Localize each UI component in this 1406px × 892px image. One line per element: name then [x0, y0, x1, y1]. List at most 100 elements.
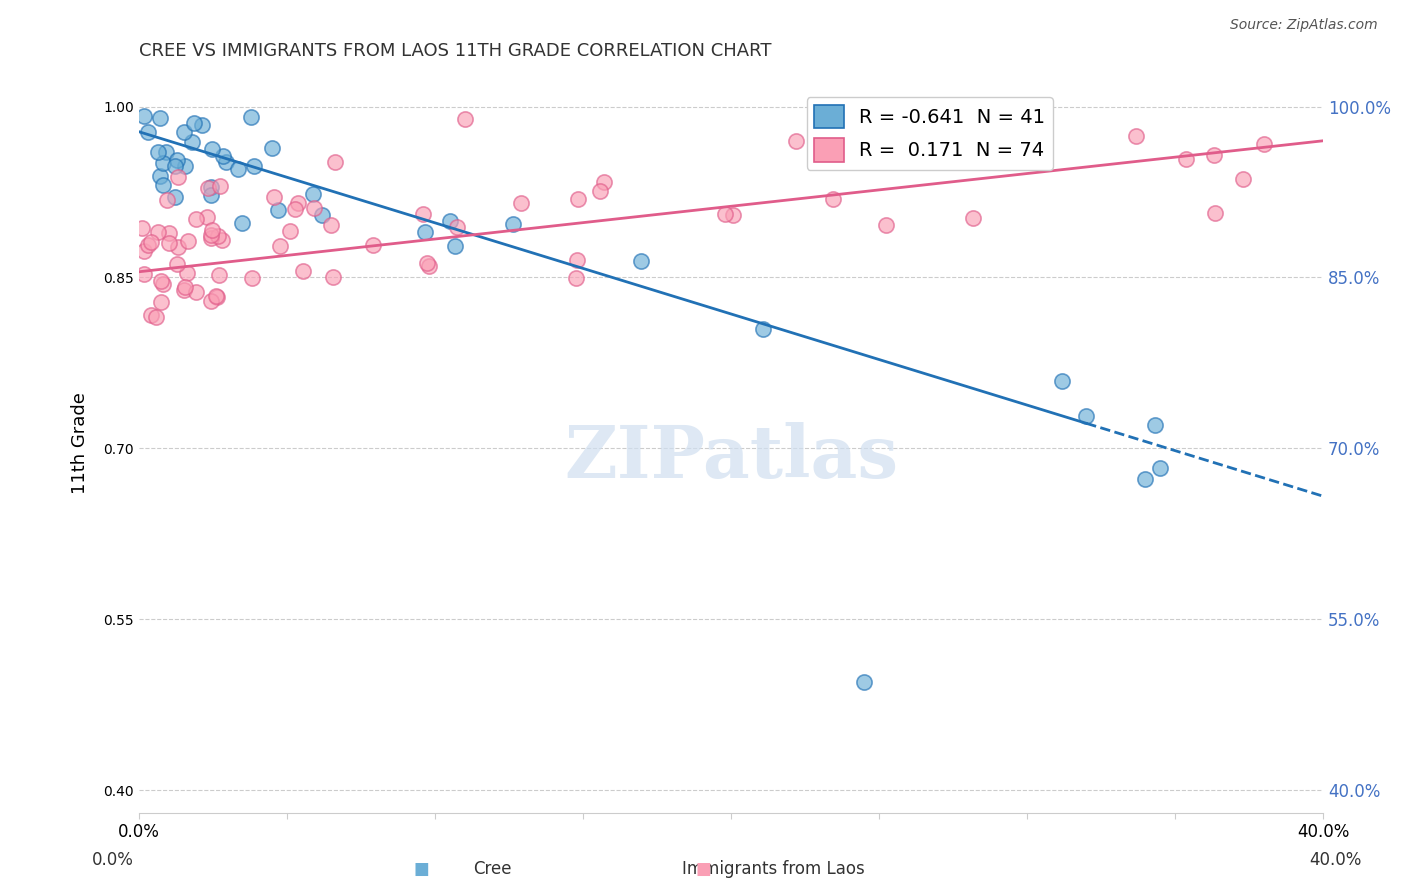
Cree	[173, 125, 195, 139]
Cree	[413, 225, 436, 239]
Immigrants from Laos	[200, 231, 222, 245]
Cree	[240, 110, 263, 124]
Text: 0.0%: 0.0%	[91, 851, 134, 869]
Immigrants from Laos	[564, 271, 586, 285]
Immigrants from Laos	[139, 309, 162, 323]
Immigrants from Laos	[200, 227, 222, 242]
Immigrants from Laos	[418, 259, 440, 273]
Cree	[166, 153, 188, 167]
Immigrants from Laos	[592, 175, 614, 189]
Immigrants from Laos	[322, 270, 344, 285]
Cree	[215, 155, 238, 169]
Cree	[149, 111, 172, 125]
Immigrants from Laos	[208, 268, 231, 282]
Immigrants from Laos	[291, 264, 314, 278]
Immigrants from Laos	[177, 234, 200, 248]
Text: ■: ■	[413, 860, 430, 878]
Immigrants from Laos	[713, 207, 735, 221]
Cree	[630, 254, 652, 268]
Cree	[502, 217, 524, 231]
Immigrants from Laos	[1125, 129, 1147, 144]
Cree	[200, 180, 222, 194]
Immigrants from Laos	[361, 237, 384, 252]
Immigrants from Laos	[785, 134, 807, 148]
Cree	[1133, 472, 1156, 486]
Immigrants from Laos	[150, 294, 173, 309]
Cree	[200, 188, 222, 202]
Cree	[311, 209, 333, 223]
Immigrants from Laos	[146, 225, 169, 239]
Cree	[1143, 417, 1166, 432]
Cree	[212, 148, 235, 162]
Cree	[180, 135, 202, 149]
Cree	[439, 214, 461, 228]
Immigrants from Laos	[287, 195, 309, 210]
Cree	[138, 125, 160, 139]
Cree	[165, 159, 187, 173]
Cree	[183, 116, 205, 130]
Immigrants from Laos	[1174, 152, 1197, 166]
Immigrants from Laos	[412, 207, 434, 221]
Immigrants from Laos	[1204, 148, 1226, 162]
Immigrants from Laos	[166, 257, 188, 271]
Cree	[301, 186, 323, 201]
Immigrants from Laos	[167, 169, 190, 184]
Immigrants from Laos	[152, 277, 174, 291]
Immigrants from Laos	[821, 192, 844, 206]
Immigrants from Laos	[200, 294, 222, 309]
Legend: R = -0.641  N = 41, R =  0.171  N = 74: R = -0.641 N = 41, R = 0.171 N = 74	[807, 97, 1053, 169]
Immigrants from Laos	[263, 190, 285, 204]
Immigrants from Laos	[278, 224, 301, 238]
Cree	[262, 141, 284, 155]
Immigrants from Laos	[134, 244, 156, 259]
Text: ■: ■	[695, 860, 711, 878]
Cree	[201, 141, 224, 155]
Immigrants from Laos	[416, 256, 439, 270]
Immigrants from Laos	[208, 179, 231, 194]
Immigrants from Laos	[195, 210, 218, 224]
Cree	[152, 178, 174, 192]
Immigrants from Laos	[204, 288, 226, 302]
Immigrants from Laos	[131, 221, 153, 235]
Immigrants from Laos	[242, 270, 264, 285]
Immigrants from Laos	[269, 239, 291, 253]
Text: Immigrants from Laos: Immigrants from Laos	[682, 860, 865, 878]
Cree	[1050, 374, 1073, 388]
Cree	[191, 118, 214, 132]
Immigrants from Laos	[145, 310, 167, 325]
Immigrants from Laos	[565, 253, 588, 268]
Cree	[752, 322, 775, 336]
Immigrants from Laos	[1007, 145, 1029, 159]
Immigrants from Laos	[157, 235, 180, 250]
Immigrants from Laos	[173, 284, 195, 298]
Immigrants from Laos	[167, 240, 190, 254]
Text: 40.0%: 40.0%	[1309, 851, 1362, 869]
Immigrants from Laos	[589, 184, 612, 198]
Cree	[853, 674, 876, 689]
Immigrants from Laos	[132, 268, 155, 282]
Cree	[152, 156, 174, 170]
Cree	[149, 169, 172, 184]
Immigrants from Laos	[150, 274, 173, 288]
Cree	[174, 160, 197, 174]
Immigrants from Laos	[174, 280, 197, 294]
Immigrants from Laos	[284, 202, 307, 216]
Immigrants from Laos	[1232, 172, 1254, 186]
Immigrants from Laos	[155, 193, 177, 207]
Immigrants from Laos	[186, 285, 208, 300]
Immigrants from Laos	[176, 266, 198, 280]
Immigrants from Laos	[201, 222, 224, 236]
Immigrants from Laos	[136, 237, 159, 252]
Immigrants from Laos	[211, 233, 233, 247]
Immigrants from Laos	[319, 218, 342, 232]
Cree	[132, 109, 155, 123]
Immigrants from Laos	[302, 202, 325, 216]
Immigrants from Laos	[197, 180, 219, 194]
Cree	[165, 189, 187, 203]
Cree	[242, 159, 264, 173]
Immigrants from Laos	[141, 235, 163, 249]
Cree	[231, 216, 253, 230]
Immigrants from Laos	[446, 220, 468, 235]
Immigrants from Laos	[205, 290, 228, 304]
Text: Cree: Cree	[472, 860, 512, 878]
